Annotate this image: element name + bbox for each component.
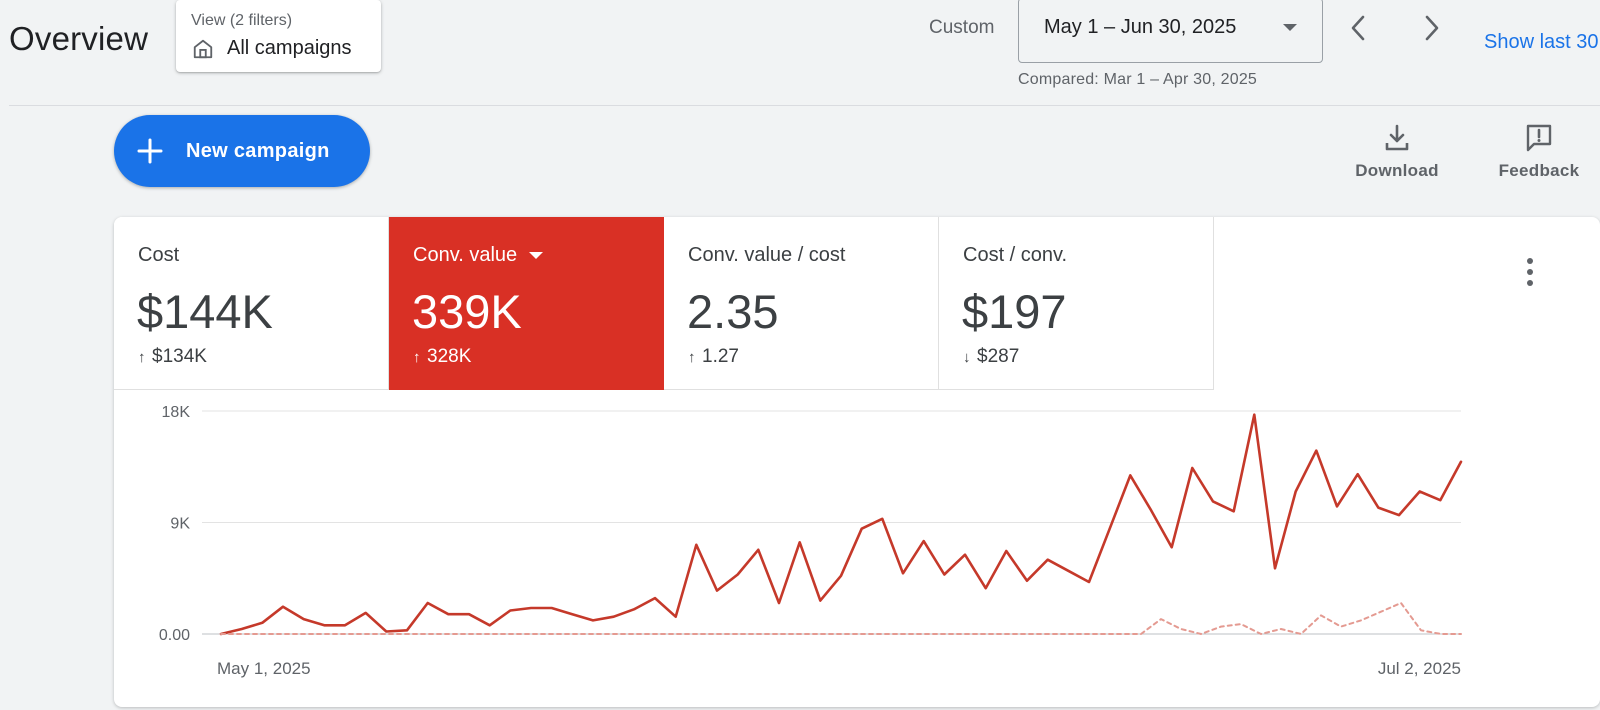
metric-cost[interactable]: Cost $144K ↑ $134K [114, 217, 389, 390]
compared-range: Compared: Mar 1 – Apr 30, 2025 [1018, 71, 1258, 88]
view-filter-selector[interactable]: View (2 filters) All campaigns [176, 0, 381, 72]
metric-label: Conv. value [413, 244, 544, 267]
arrow-up-icon: ↑ [138, 349, 146, 366]
metric-conv-value[interactable]: Conv. value 339K ↑ 328K [389, 217, 664, 390]
caret-down-icon [1283, 24, 1297, 31]
view-filter-label: View (2 filters) [191, 12, 293, 29]
performance-card: Cost $144K ↑ $134K Conv. value 339K ↑ 328K… [114, 217, 1600, 707]
new-campaign-button[interactable]: New campaign [114, 115, 370, 187]
show-last-link[interactable]: Show last 30 [1484, 31, 1599, 53]
metric-compare-value: $287 [977, 346, 1020, 367]
page-title: Overview [9, 20, 149, 57]
metric-cost-per-conv[interactable]: Cost / conv. $197 ↓ $287 [939, 217, 1214, 390]
arrow-up-icon: ↑ [413, 349, 421, 366]
metric-compare: ↑ 328K [413, 346, 471, 368]
metric-label-text: Conv. value [413, 244, 518, 266]
metric-label: Conv. value / cost [688, 244, 846, 266]
arrow-up-icon: ↑ [688, 349, 696, 366]
date-range-selector[interactable]: May 1 – Jun 30, 2025 [1018, 0, 1323, 63]
x-axis-label: May 1, 2025 [217, 659, 311, 678]
primary-series-line [219, 413, 1463, 636]
plus-icon [137, 138, 163, 164]
comparison-series-line [220, 602, 1462, 635]
y-tick-label: 0.00 [159, 627, 190, 644]
performance-line-chart: 18K 9K 0.00 May 1, 2025 Jul 2, 2025 [159, 404, 1463, 678]
metric-compare-value: 328K [427, 346, 472, 367]
store-icon [193, 39, 213, 59]
feedback-icon [1526, 124, 1552, 152]
metric-compare-value: $134K [152, 346, 207, 367]
y-tick-label: 9K [170, 516, 190, 533]
metric-label: Cost [138, 244, 180, 266]
more-options-icon[interactable] [1518, 255, 1542, 289]
view-filter-value: All campaigns [227, 37, 352, 59]
chevron-left-icon[interactable] [1339, 8, 1379, 48]
caret-down-icon[interactable] [529, 252, 544, 260]
download-icon [1385, 124, 1409, 151]
metric-value: $144K [137, 285, 273, 338]
download-label: Download [1355, 161, 1439, 180]
feedback-label: Feedback [1498, 161, 1580, 180]
x-axis-label: Jul 2, 2025 [1378, 659, 1461, 678]
metric-label: Cost / conv. [963, 244, 1068, 266]
date-range-value: May 1 – Jun 30, 2025 [1044, 16, 1237, 38]
metric-compare: ↓ $287 [963, 346, 1019, 368]
chevron-right-icon[interactable] [1411, 8, 1451, 48]
metric-value: 2.35 [687, 285, 779, 338]
new-campaign-label: New campaign [186, 140, 330, 162]
metric-conv-value-per-cost[interactable]: Conv. value / cost 2.35 ↑ 1.27 [664, 217, 939, 390]
metric-value: 339K [412, 285, 522, 338]
metric-compare: ↑ 1.27 [688, 346, 739, 368]
metric-compare: ↑ $134K [138, 346, 207, 368]
arrow-down-icon: ↓ [963, 349, 971, 366]
feedback-button[interactable]: Feedback [1489, 119, 1589, 189]
download-button[interactable]: Download [1347, 119, 1447, 189]
metric-value: $197 [962, 285, 1067, 338]
y-tick-label: 18K [162, 404, 191, 421]
date-preset-label: Custom [929, 17, 995, 38]
metric-compare-value: 1.27 [702, 346, 739, 367]
header-divider [9, 105, 1600, 106]
